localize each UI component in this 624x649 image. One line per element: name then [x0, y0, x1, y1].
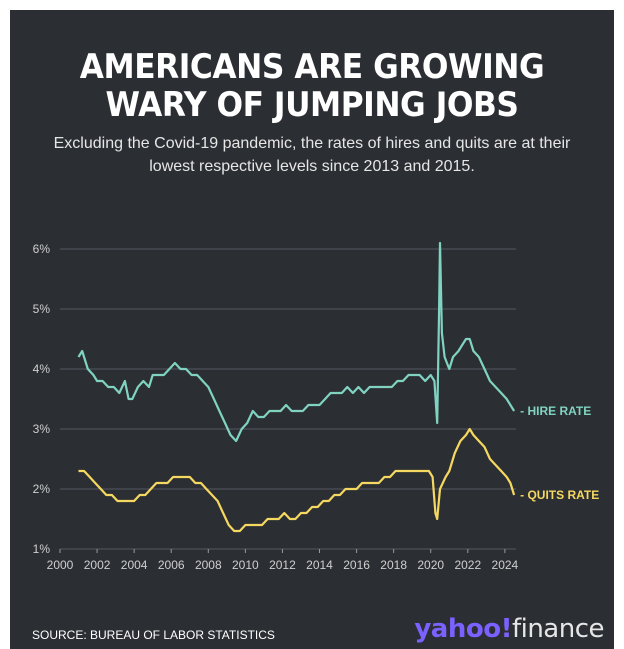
series-labels: - HIRE RATE - QUITS RATE: [520, 404, 599, 502]
x-tick-label: 2000: [47, 558, 74, 572]
logo-part-yahoo: yahoo: [414, 614, 501, 644]
x-tick-label: 2014: [306, 558, 333, 572]
x-tick-label: 2008: [195, 558, 222, 572]
chart-subtitle-line2: lowest respective levels since 2013 and …: [149, 158, 475, 175]
series-label-quits-rate: - QUITS RATE: [520, 488, 599, 502]
x-tick-label: 2016: [343, 558, 370, 572]
chart-subtitle: Excluding the Covid-19 pandemic, the rat…: [30, 132, 594, 178]
x-axis-ticks: 2000 2002 2004 2006 2008 2010 2012 2014 2016 2018…: [47, 549, 519, 572]
x-tick-label: 2012: [269, 558, 296, 572]
x-tick-label: 2024: [492, 558, 519, 572]
chart-title: AMERICANS ARE GROWING WARY OF JUMPING JO…: [34, 48, 590, 124]
y-tick-label: 6%: [33, 242, 51, 256]
series-line-hire-rate: [77, 241, 516, 443]
x-tick-label: 2002: [84, 558, 111, 572]
chart-subtitle-line1: Excluding the Covid-19 pandemic, the rat…: [53, 135, 571, 152]
logo-part-finance: finance: [511, 614, 605, 644]
x-tick-label: 2006: [158, 558, 185, 572]
infographic-card: AMERICANS ARE GROWING WARY OF JUMPING JO…: [10, 10, 614, 649]
x-tick-label: 2018: [380, 558, 407, 572]
series-line-quits-rate: [78, 427, 516, 533]
yahoo-finance-logo: yahoo!finance: [414, 614, 604, 644]
chart-title-line1: AMERICANS ARE GROWING: [79, 47, 545, 87]
y-tick-label: 1%: [33, 542, 51, 556]
x-tick-label: 2004: [121, 558, 148, 572]
x-tick-label: 2020: [417, 558, 444, 572]
x-tick-label: 2010: [232, 558, 259, 572]
series-lines: [77, 241, 516, 533]
logo-exclamation: !: [500, 614, 513, 644]
y-tick-label: 3%: [33, 422, 51, 436]
y-axis-ticks: 1% 2% 3% 4% 5% 6%: [33, 242, 51, 556]
series-label-hire-rate: - HIRE RATE: [520, 404, 591, 418]
chart-title-line2: WARY OF JUMPING JOBS: [105, 85, 519, 125]
source-note: SOURCE: BUREAU OF LABOR STATISTICS: [32, 628, 275, 642]
y-tick-label: 2%: [33, 482, 51, 496]
x-tick-label: 2022: [454, 558, 481, 572]
y-tick-label: 4%: [33, 362, 51, 376]
y-tick-label: 5%: [33, 302, 51, 316]
